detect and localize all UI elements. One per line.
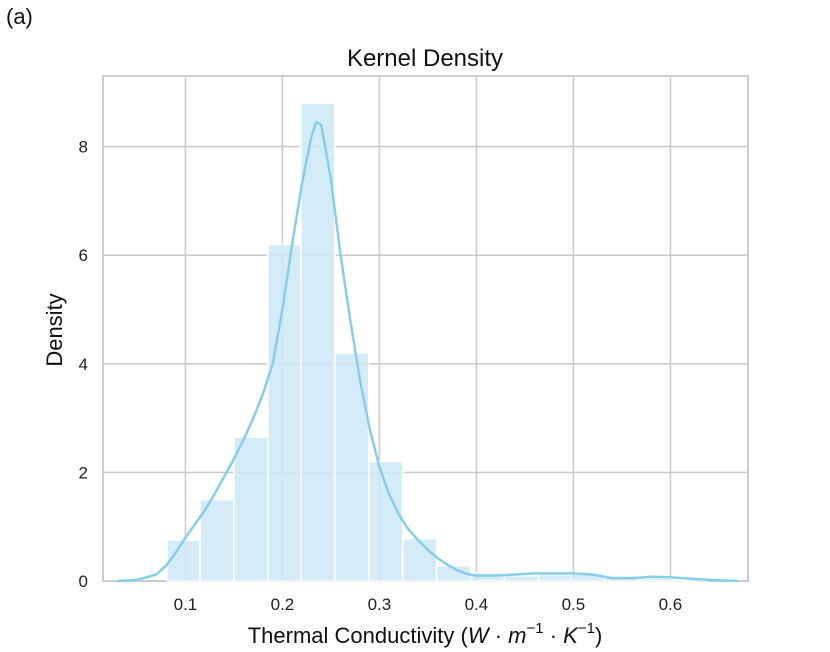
y-tick-labels: 0 2 4 6 8 [79, 138, 88, 591]
panel-label: (a) [6, 4, 33, 29]
x-axis-label-dot2: · [544, 623, 564, 648]
histogram-bar-2 [233, 436, 269, 582]
y-tick-label-0: 0 [79, 572, 88, 591]
x-axis-label-w: W [468, 623, 491, 648]
x-tick-label-0: 0.1 [174, 595, 198, 614]
x-axis-label-close: ) [595, 623, 602, 648]
histogram-bar-9 [469, 572, 506, 582]
x-tick-label-4: 0.5 [562, 595, 586, 614]
histogram-bar-6 [368, 460, 404, 582]
x-tick-label-1: 0.2 [271, 595, 295, 614]
histogram-bar-4 [300, 102, 336, 582]
x-tick-label-5: 0.6 [659, 595, 683, 614]
histogram-bars [166, 102, 709, 582]
x-tick-labels: 0.1 0.2 0.3 0.4 0.5 0.6 [174, 595, 683, 614]
x-axis-label-m: m [508, 623, 526, 648]
histogram-bar-0 [166, 539, 201, 582]
x-axis-label-k: K [563, 623, 579, 648]
histogram-bar-10 [503, 574, 540, 582]
kde-curve [117, 120, 739, 583]
x-tick-label-2: 0.3 [368, 595, 392, 614]
histogram-bar-5 [334, 352, 370, 582]
y-tick-label-4: 8 [79, 138, 88, 157]
y-axis-label: Density [42, 293, 67, 366]
histogram-bar-14 [638, 577, 675, 582]
chart-title: Kernel Density [347, 45, 503, 72]
y-tick-label-3: 6 [79, 246, 88, 265]
x-axis-label-text: Thermal Conductivity ( [248, 623, 469, 648]
histogram-bar-1 [199, 498, 235, 582]
y-tick-label-1: 2 [79, 463, 88, 482]
x-tick-label-3: 0.4 [465, 595, 489, 614]
histogram-bar-7 [401, 537, 438, 582]
x-axis-label: Thermal Conductivity (W · m−1 · K−1) [248, 620, 603, 648]
x-axis-label-k-exponent: −1 [578, 620, 595, 637]
x-axis-label-m-exponent: −1 [526, 620, 543, 637]
y-tick-label-2: 4 [79, 355, 88, 374]
histogram-bar-11 [537, 573, 573, 582]
x-axis-label-dot1: · [489, 623, 509, 648]
